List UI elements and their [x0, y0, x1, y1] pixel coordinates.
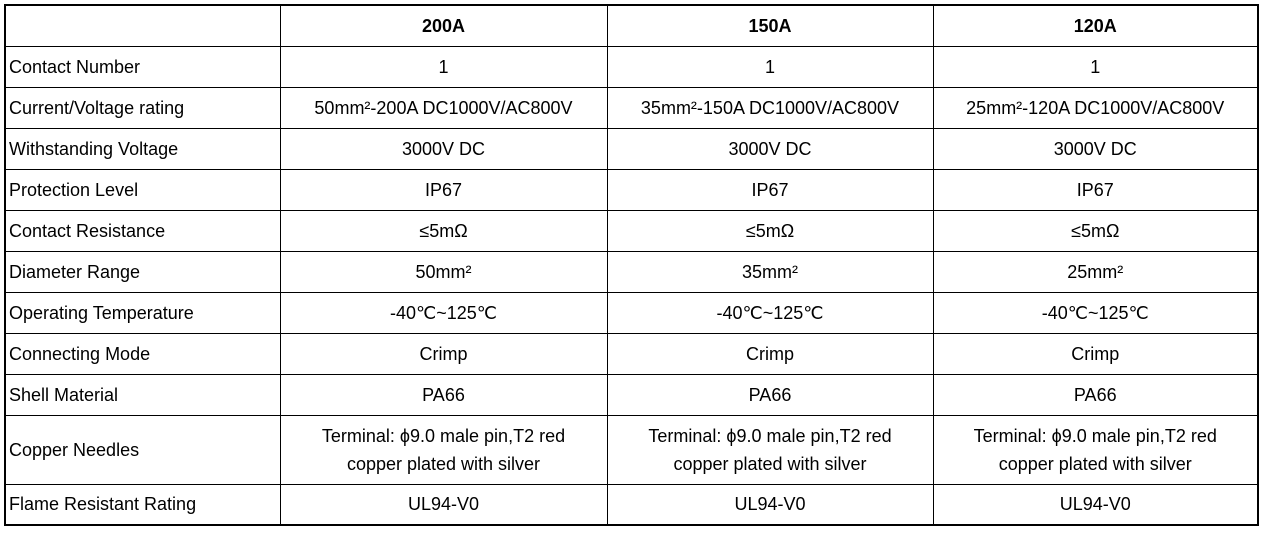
cell: 3000V DC: [279, 127, 608, 170]
cell: ≤5mΩ: [279, 209, 608, 252]
cell: ≤5mΩ: [606, 209, 934, 252]
row-label: Copper Needles: [4, 414, 281, 485]
cell: UL94-V0: [932, 483, 1259, 526]
row-label: Contact Resistance: [4, 209, 281, 252]
cell: Terminal: ϕ9.0 male pin,T2 red copper pl…: [932, 414, 1259, 485]
table-row: Copper Needles Terminal: ϕ9.0 male pin,T2…: [4, 414, 1259, 485]
cell: PA66: [932, 373, 1259, 416]
cell: IP67: [606, 168, 934, 211]
cell: -40℃~125℃: [279, 291, 608, 334]
cell: UL94-V0: [606, 483, 934, 526]
row-label: Shell Material: [4, 373, 281, 416]
cell: 3000V DC: [932, 127, 1259, 170]
cell: 25mm²: [932, 250, 1259, 293]
table-row: Withstanding Voltage 3000V DC 3000V DC 3000…: [4, 127, 1259, 170]
spec-table: 200A 150A 120A Contact Number 1 1 1 Current/Vo…: [4, 4, 1259, 526]
column-header: 200A: [279, 4, 608, 47]
cell: Crimp: [606, 332, 934, 375]
cell: 35mm²: [606, 250, 934, 293]
row-label: Current/Voltage rating: [4, 86, 281, 129]
cell: -40℃~125℃: [932, 291, 1259, 334]
cell: 1: [606, 45, 934, 88]
cell: 3000V DC: [606, 127, 934, 170]
cell: 50mm²-200A DC1000V/AC800V: [279, 86, 608, 129]
table-row: Contact Resistance ≤5mΩ ≤5mΩ ≤5mΩ: [4, 209, 1259, 252]
cell: 25mm²-120A DC1000V/AC800V: [932, 86, 1259, 129]
table-row: Current/Voltage rating 50mm²-200A DC1000V…: [4, 86, 1259, 129]
cell: ≤5mΩ: [932, 209, 1259, 252]
row-label: Flame Resistant Rating: [4, 483, 281, 526]
row-label: Contact Number: [4, 45, 281, 88]
column-header: 150A: [606, 4, 934, 47]
cell: -40℃~125℃: [606, 291, 934, 334]
cell: UL94-V0: [279, 483, 608, 526]
column-header: 120A: [932, 4, 1259, 47]
cell: PA66: [606, 373, 934, 416]
table-body: Contact Number 1 1 1 Current/Voltage rating 5…: [4, 45, 1259, 526]
table-row: Flame Resistant Rating UL94-V0 UL94-V0 UL94…: [4, 483, 1259, 526]
cell: 1: [279, 45, 608, 88]
cell: PA66: [279, 373, 608, 416]
table-row: Shell Material PA66 PA66 PA66: [4, 373, 1259, 416]
cell: 50mm²: [279, 250, 608, 293]
row-label: Withstanding Voltage: [4, 127, 281, 170]
corner-cell: [4, 4, 281, 47]
row-label: Operating Temperature: [4, 291, 281, 334]
table-row: Diameter Range 50mm² 35mm² 25mm²: [4, 250, 1259, 293]
header-row: 200A 150A 120A: [4, 4, 1259, 47]
table-row: Operating Temperature -40℃~125℃ -40℃~125℃ -…: [4, 291, 1259, 334]
table-row: Contact Number 1 1 1: [4, 45, 1259, 88]
cell: IP67: [279, 168, 608, 211]
cell: 35mm²-150A DC1000V/AC800V: [606, 86, 934, 129]
cell: Crimp: [932, 332, 1259, 375]
row-label: Connecting Mode: [4, 332, 281, 375]
table-row: Protection Level IP67 IP67 IP67: [4, 168, 1259, 211]
cell: Terminal: ϕ9.0 male pin,T2 red copper pl…: [606, 414, 934, 485]
table-row: Connecting Mode Crimp Crimp Crimp: [4, 332, 1259, 375]
row-label: Protection Level: [4, 168, 281, 211]
cell: Terminal: ϕ9.0 male pin,T2 red copper pl…: [279, 414, 608, 485]
cell: IP67: [932, 168, 1259, 211]
table-header: 200A 150A 120A: [4, 4, 1259, 47]
row-label: Diameter Range: [4, 250, 281, 293]
cell: Crimp: [279, 332, 608, 375]
cell: 1: [932, 45, 1259, 88]
